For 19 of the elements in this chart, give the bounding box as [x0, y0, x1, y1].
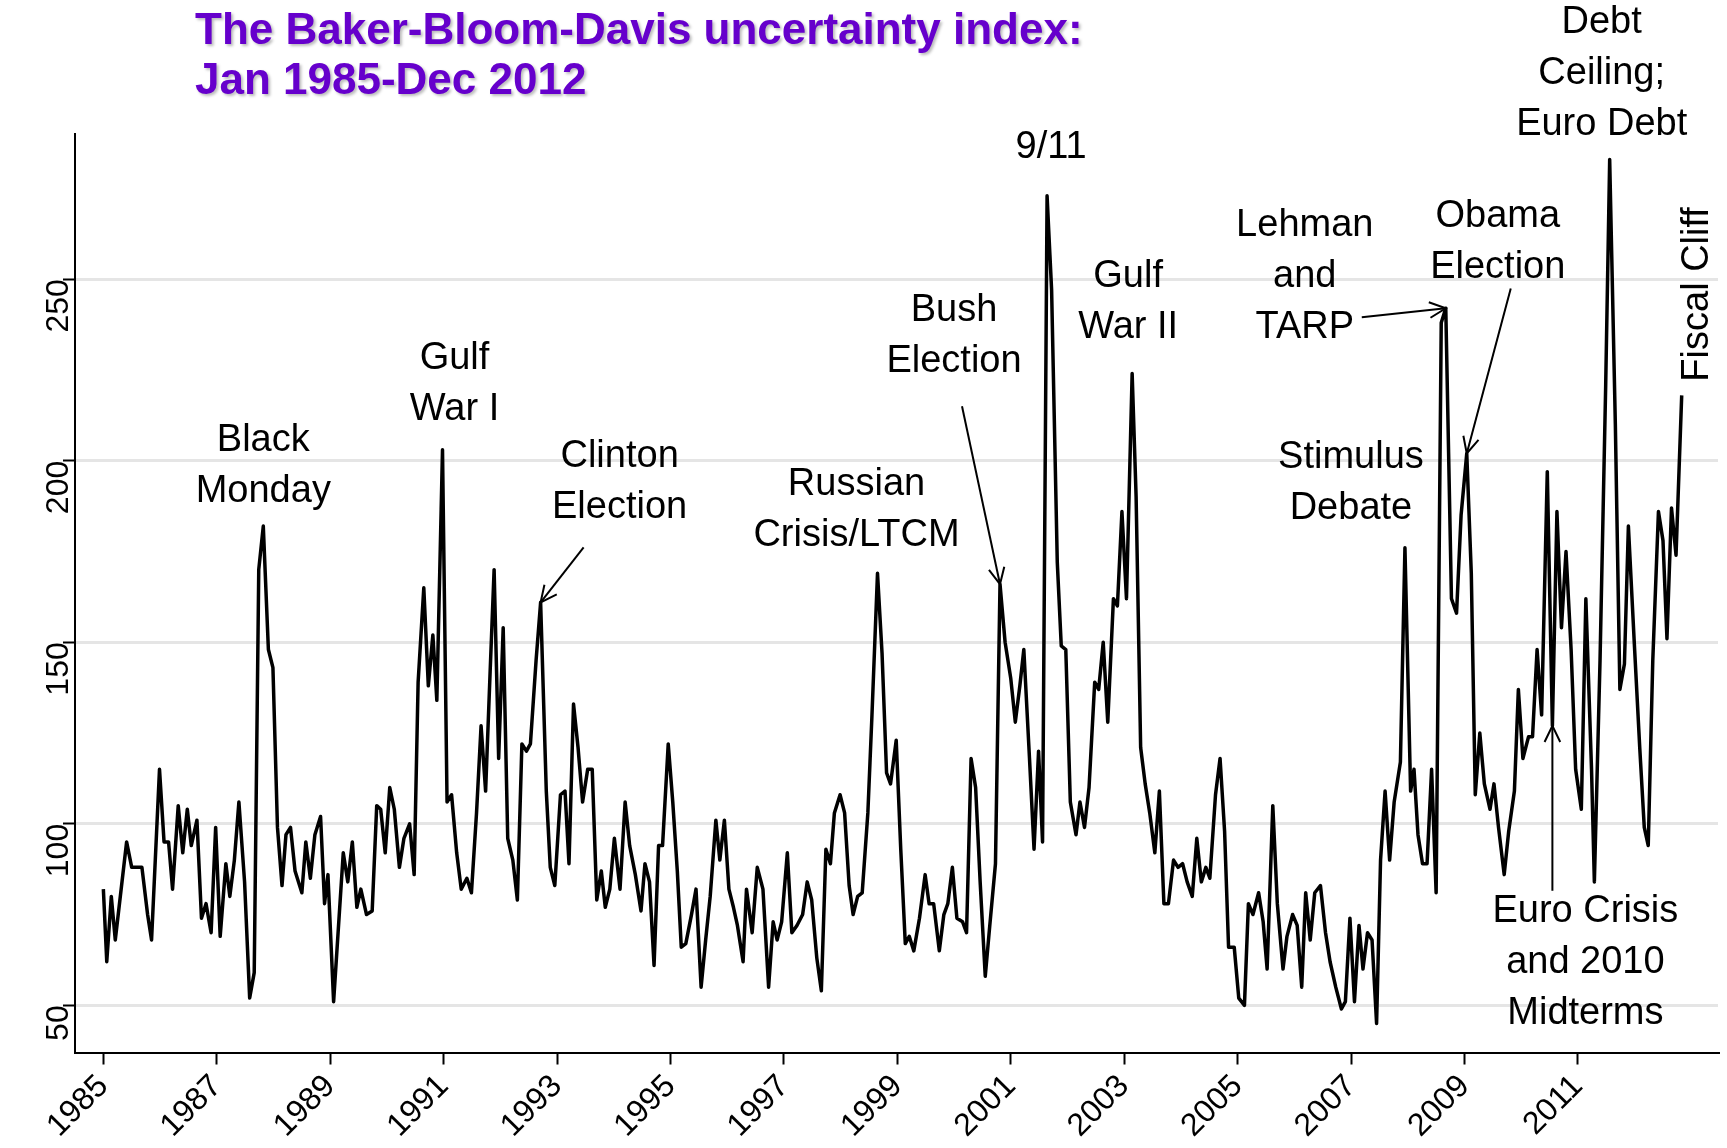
y-tick-label: 250	[38, 279, 75, 333]
annotation: Gulf War I	[409, 334, 500, 428]
annotation: Debt Ceiling; Euro Debt	[1516, 0, 1688, 144]
annotation: Russian Crisis/LTCM	[753, 461, 960, 555]
y-tick-label: 50	[38, 1005, 75, 1041]
annotation: Black Monday	[195, 417, 331, 511]
annotation: Clinton Election	[552, 433, 688, 527]
annotation: Euro Crisis and 2010 Midterms	[1492, 887, 1679, 1032]
chart-title: The Baker-Bloom-Davis uncertainty index: Jan 1985-Dec 2012	[195, 4, 1083, 104]
y-tick-label: 200	[38, 460, 75, 515]
y-tick-label: 150	[38, 642, 75, 696]
annotation: 9/11	[1015, 123, 1087, 166]
annotation: Stimulus Debate	[1278, 433, 1424, 527]
annotation: Bush Election	[886, 287, 1022, 381]
annotation: Lehman and TARP	[1236, 202, 1374, 347]
annotation: Gulf War II	[1078, 252, 1179, 346]
annotation: Fiscal Cliff	[1674, 206, 1717, 382]
annotation: Obama Election	[1430, 193, 1566, 287]
y-tick-label: 100	[38, 823, 75, 878]
